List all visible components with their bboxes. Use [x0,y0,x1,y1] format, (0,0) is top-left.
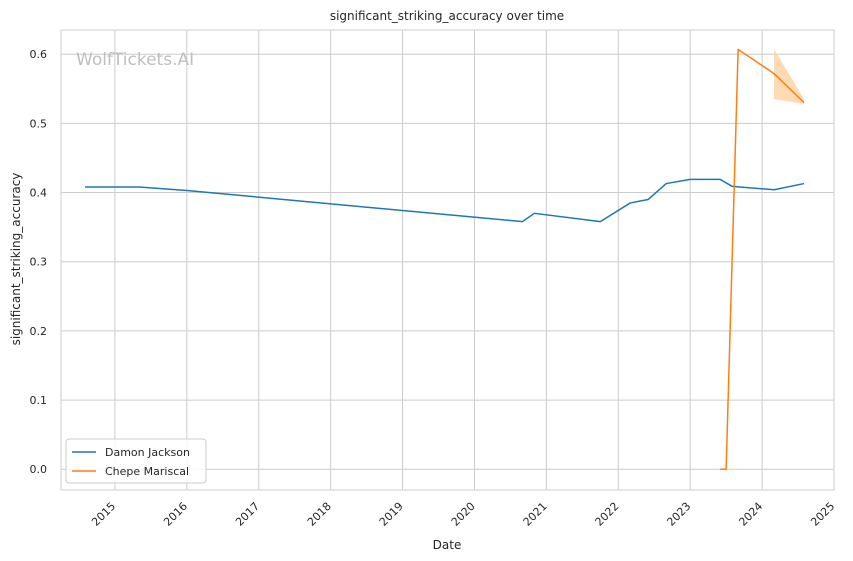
series-line-1 [720,48,805,470]
x-axis-ticks: 2015 2016 2017 2018 2019 2020 2021 2022 2023 2024… [89,500,837,529]
x-tick-label: 2024 [736,500,765,529]
series-lines [84,48,805,470]
x-tick-label: 2016 [161,500,190,529]
legend-label-1: Chepe Mariscal [105,465,189,478]
y-tick-label: 0.2 [30,325,48,338]
confidence-bands [774,49,805,105]
x-axis-title: Date [433,538,462,552]
x-tick-label: 2019 [377,500,406,529]
legend: Damon Jackson Chepe Mariscal [65,438,207,484]
y-tick-label: 0.6 [30,48,48,61]
y-tick-label: 0.4 [30,187,48,200]
y-axis-title: significant_striking_accuracy [9,173,23,346]
y-tick-label: 0.3 [30,256,48,269]
watermark: WolfTickets.AI [76,50,194,70]
y-tick-label: 0.1 [30,394,48,407]
x-tick-label: 2022 [593,500,622,529]
series-line-0 [84,178,805,223]
legend-label-0: Damon Jackson [105,446,190,459]
legend-box [65,438,207,484]
x-tick-label: 2021 [521,500,550,529]
x-tick-label: 2020 [449,500,478,529]
x-tick-label: 2015 [89,500,118,529]
x-tick-label: 2017 [233,500,262,529]
series-band-1 [774,49,805,105]
plot-frame [60,29,835,491]
y-tick-label: 0.5 [30,117,48,130]
x-tick-label: 2025 [808,500,837,529]
x-tick-label: 2018 [305,500,334,529]
chart-title: significant_striking_accuracy over time [330,9,564,23]
y-tick-label: 0.0 [30,463,48,476]
y-axis-ticks: 0.0 0.1 0.2 0.3 0.4 0.5 0.6 [30,48,48,476]
x-tick-label: 2023 [664,500,693,529]
grid [61,30,835,490]
